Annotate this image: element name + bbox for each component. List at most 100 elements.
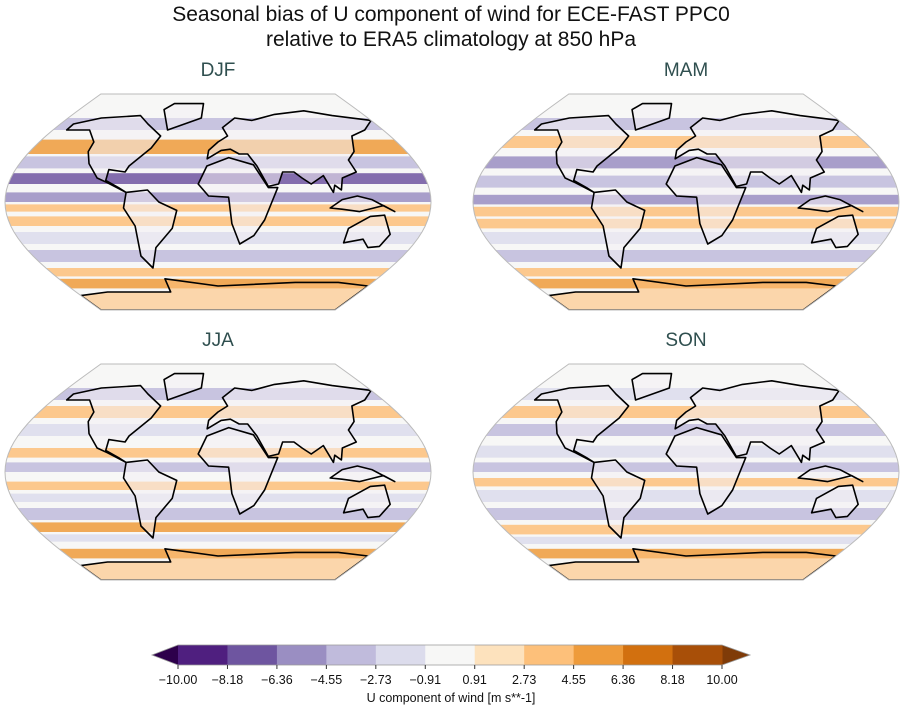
coastline — [197, 156, 279, 245]
coastline — [548, 547, 837, 580]
bias-band — [473, 232, 899, 244]
bias-band — [5, 216, 431, 226]
coastline — [163, 372, 205, 401]
panel-title-jja: JJA — [202, 330, 234, 351]
coastline — [122, 459, 178, 539]
colorbar-over-arrow — [722, 645, 750, 665]
bias-band — [473, 524, 899, 535]
map-border — [4, 93, 432, 311]
coastline — [122, 189, 178, 269]
colorbar-swatch — [623, 645, 674, 665]
map-border — [472, 93, 900, 311]
bias-band — [473, 490, 899, 502]
bias-band — [5, 548, 431, 559]
bias-band — [473, 508, 899, 520]
coastline — [797, 195, 864, 213]
coastline — [810, 484, 859, 519]
colorbar-tick-label: −8.18 — [212, 673, 244, 687]
map-panel-son — [472, 363, 900, 581]
coastline — [65, 384, 162, 464]
coastline — [631, 372, 673, 401]
bias-band — [473, 478, 899, 487]
coastline — [590, 189, 646, 269]
coastline — [810, 214, 859, 249]
coastline — [65, 114, 162, 194]
bias-band — [5, 481, 431, 490]
colorbar-swatch — [425, 645, 476, 665]
panel-title-son: SON — [665, 330, 707, 351]
bias-band — [473, 536, 899, 544]
colorbar-swatch — [227, 645, 278, 665]
coastline — [206, 379, 372, 464]
bias-band — [5, 534, 431, 542]
bias-band — [473, 194, 899, 205]
coastline — [665, 426, 747, 515]
colorbar-tick-label: −2.73 — [360, 673, 392, 687]
bias-band — [5, 508, 431, 520]
coastline — [342, 214, 391, 249]
coastline — [674, 110, 840, 194]
colorbar-under-arrow — [152, 645, 178, 665]
panel-title-djf: DJF — [200, 60, 236, 81]
coastline — [80, 547, 369, 580]
bias-band — [5, 232, 431, 244]
coastline — [80, 277, 369, 310]
map-panel-djf — [4, 93, 432, 311]
coastline — [533, 384, 630, 464]
bias-band — [473, 278, 899, 289]
coastline — [329, 195, 396, 213]
colorbar-tick-label: 10.00 — [706, 673, 737, 687]
colorbar-swatch — [178, 645, 228, 665]
coastline — [631, 102, 673, 131]
colorbar-swatch — [276, 645, 327, 665]
map-border — [4, 363, 432, 581]
colorbar-tick-label: 0.91 — [463, 673, 487, 687]
coastline — [674, 379, 840, 464]
bias-band — [473, 218, 899, 229]
map-border — [472, 363, 900, 581]
colorbar-swatch — [375, 645, 426, 665]
panel-title-mam: MAM — [663, 60, 709, 81]
colorbar-swatch — [573, 645, 624, 665]
coastline — [163, 102, 205, 131]
bias-band — [5, 204, 431, 212]
colorbar-tick-label: 8.18 — [660, 673, 684, 687]
colorbar-label: U component of wind [m s**-1] — [367, 691, 536, 705]
colorbar-tick-label: −4.55 — [311, 673, 343, 687]
coastline — [342, 484, 391, 519]
bias-band — [473, 250, 899, 262]
bias-band — [5, 250, 431, 262]
title-line-1: Seasonal bias of U component of wind for… — [172, 3, 730, 26]
coastline — [329, 465, 396, 483]
colorbar-tick-label: −10.00 — [159, 673, 198, 687]
colorbar-tick-label: 4.55 — [561, 673, 585, 687]
bias-band — [5, 493, 431, 502]
colorbar-tick-label: 2.73 — [512, 673, 536, 687]
title-line-2: relative to ERA5 climatology at 850 hPa — [265, 28, 637, 51]
colorbar-tick-label: −6.36 — [261, 673, 293, 687]
coastline — [797, 465, 864, 483]
colorbar-swatch — [524, 645, 575, 665]
colorbar-swatch — [326, 645, 377, 665]
coastline — [548, 277, 837, 310]
map-panel-mam — [472, 93, 900, 311]
coastline — [665, 156, 747, 245]
bias-band — [473, 268, 899, 277]
coastline — [590, 459, 646, 539]
bias-band — [5, 278, 431, 289]
bias-band — [5, 268, 431, 277]
map-panel-jja — [4, 363, 432, 581]
colorbar-swatch — [474, 645, 525, 665]
colorbar-tick-label: 6.36 — [611, 673, 635, 687]
colorbar-tick-label: −0.91 — [409, 673, 441, 687]
coastline — [533, 114, 630, 194]
bias-band — [5, 522, 431, 532]
colorbar-swatch — [672, 645, 723, 665]
bias-band — [473, 206, 899, 217]
figure-title: Seasonal bias of U component of wind for… — [0, 2, 902, 52]
coastline — [206, 110, 372, 194]
bias-band — [473, 548, 899, 559]
coastline — [197, 426, 279, 515]
